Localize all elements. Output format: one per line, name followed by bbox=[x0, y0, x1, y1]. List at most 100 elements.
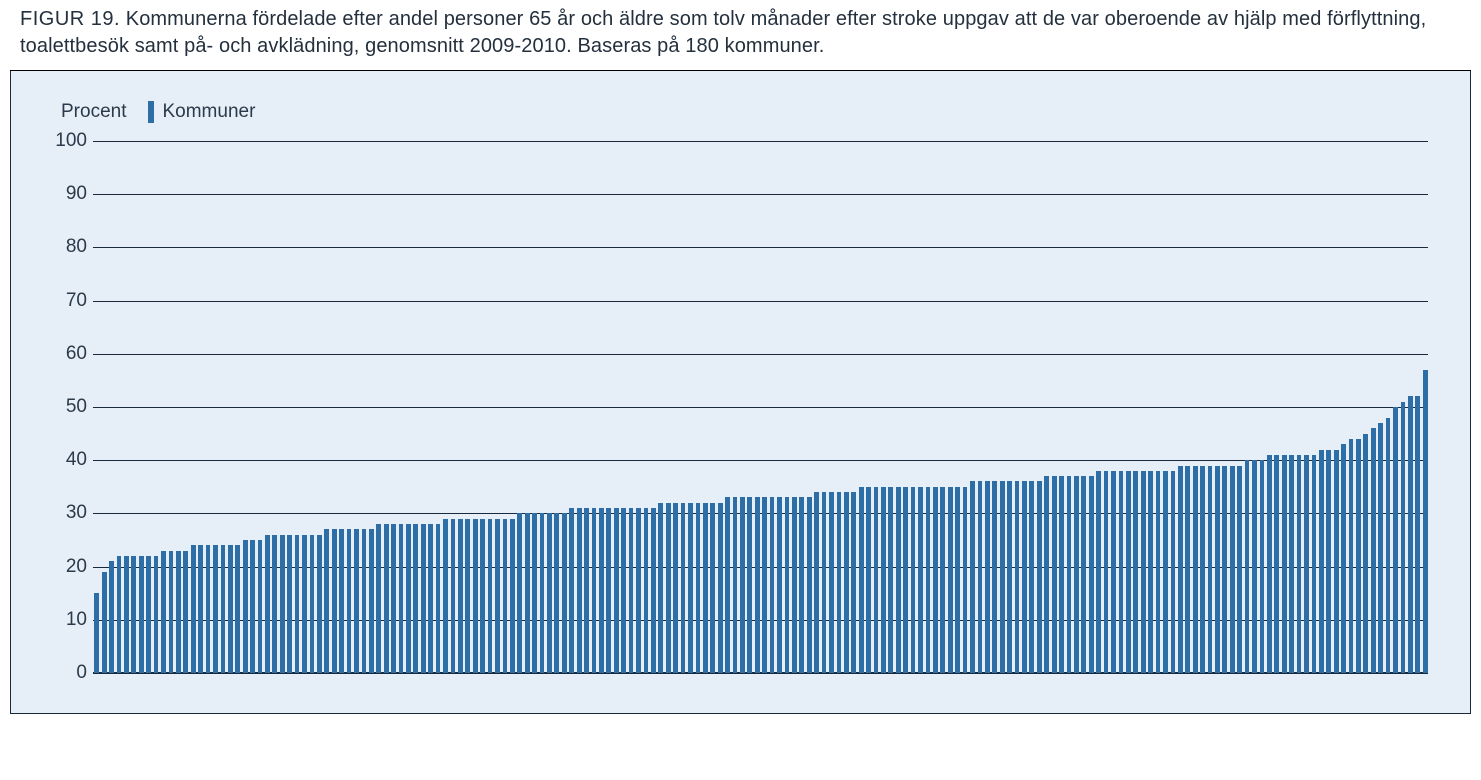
bar-slot bbox=[664, 141, 671, 673]
bar bbox=[978, 481, 983, 673]
bar bbox=[681, 503, 686, 673]
bar-slot bbox=[531, 141, 538, 673]
bar-slot bbox=[1377, 141, 1384, 673]
bar bbox=[265, 535, 270, 673]
bar bbox=[540, 513, 545, 673]
bar bbox=[1267, 455, 1272, 673]
bar bbox=[1363, 434, 1368, 673]
bar-slot bbox=[472, 141, 479, 673]
bar bbox=[822, 492, 827, 673]
bar-slot bbox=[1206, 141, 1213, 673]
bar bbox=[792, 497, 797, 673]
bar bbox=[785, 497, 790, 673]
bar-slot bbox=[1243, 141, 1250, 673]
bar bbox=[1000, 481, 1005, 673]
bar-slot bbox=[850, 141, 857, 673]
bar bbox=[1185, 466, 1190, 673]
bar bbox=[1208, 466, 1213, 673]
bar-slot bbox=[353, 141, 360, 673]
bar bbox=[198, 545, 203, 673]
bar-slot bbox=[331, 141, 338, 673]
bar bbox=[725, 497, 730, 673]
bar-slot bbox=[130, 141, 137, 673]
bar-slot bbox=[590, 141, 597, 673]
y-tick-label: 50 bbox=[47, 396, 87, 418]
bar-slot bbox=[1073, 141, 1080, 673]
bar-slot bbox=[1251, 141, 1258, 673]
bar-slot bbox=[605, 141, 612, 673]
legend-swatch bbox=[148, 101, 154, 123]
bar bbox=[1133, 471, 1138, 673]
bar bbox=[339, 529, 344, 673]
bar-slot bbox=[746, 141, 753, 673]
bar bbox=[911, 487, 916, 673]
bar-slot bbox=[702, 141, 709, 673]
bar-slot bbox=[969, 141, 976, 673]
bar bbox=[888, 487, 893, 673]
bar bbox=[807, 497, 812, 673]
bar-slot bbox=[1177, 141, 1184, 673]
bar bbox=[1111, 471, 1116, 673]
bar-slot bbox=[895, 141, 902, 673]
bar-slot bbox=[598, 141, 605, 673]
bar-slot bbox=[813, 141, 820, 673]
bar-slot bbox=[1355, 141, 1362, 673]
bar-slot bbox=[1310, 141, 1317, 673]
bar bbox=[480, 519, 485, 673]
bar-slot bbox=[857, 141, 864, 673]
bar-slot bbox=[1362, 141, 1369, 673]
bar bbox=[503, 519, 508, 673]
bar-slot bbox=[961, 141, 968, 673]
bar bbox=[94, 593, 99, 673]
bar-slot bbox=[316, 141, 323, 673]
bar bbox=[1222, 466, 1227, 673]
bar bbox=[280, 535, 285, 673]
bar-slot bbox=[1303, 141, 1310, 673]
bar bbox=[1386, 418, 1391, 673]
bar-slot bbox=[828, 141, 835, 673]
bar-slot bbox=[264, 141, 271, 673]
bar bbox=[102, 572, 107, 673]
bar bbox=[673, 503, 678, 673]
bar bbox=[1252, 460, 1257, 673]
bar bbox=[1029, 481, 1034, 673]
bar bbox=[874, 487, 879, 673]
bar bbox=[1015, 481, 1020, 673]
bar bbox=[391, 524, 396, 673]
bar bbox=[332, 529, 337, 673]
bar-slot bbox=[694, 141, 701, 673]
bar-slot bbox=[212, 141, 219, 673]
bar bbox=[696, 503, 701, 673]
bar-slot bbox=[360, 141, 367, 673]
bar-slot bbox=[1273, 141, 1280, 673]
bar-slot bbox=[1028, 141, 1035, 673]
bar-slot bbox=[902, 141, 909, 673]
bar-slot bbox=[724, 141, 731, 673]
bar-slot bbox=[872, 141, 879, 673]
bar-slot bbox=[509, 141, 516, 673]
bar bbox=[1378, 423, 1383, 673]
bar-slot bbox=[293, 141, 300, 673]
bar-slot bbox=[716, 141, 723, 673]
bar bbox=[1141, 471, 1146, 673]
bar bbox=[228, 545, 233, 673]
y-tick-label: 10 bbox=[47, 609, 87, 631]
bar bbox=[1304, 455, 1309, 673]
bar bbox=[413, 524, 418, 673]
bar-slot bbox=[1021, 141, 1028, 673]
bar bbox=[317, 535, 322, 673]
bar-slot bbox=[138, 141, 145, 673]
bar bbox=[851, 492, 856, 673]
bar-slot bbox=[382, 141, 389, 673]
bar-slot bbox=[887, 141, 894, 673]
figure-caption-text: Kommunerna fördelade efter andel persone… bbox=[20, 8, 1426, 57]
bar-slot bbox=[1347, 141, 1354, 673]
bar bbox=[1044, 476, 1049, 673]
bar bbox=[584, 508, 589, 673]
bar-slot bbox=[1407, 141, 1414, 673]
bar-slot bbox=[1058, 141, 1065, 673]
bar bbox=[1081, 476, 1086, 673]
bar-slot bbox=[1162, 141, 1169, 673]
bar bbox=[1089, 476, 1094, 673]
bar bbox=[458, 519, 463, 673]
